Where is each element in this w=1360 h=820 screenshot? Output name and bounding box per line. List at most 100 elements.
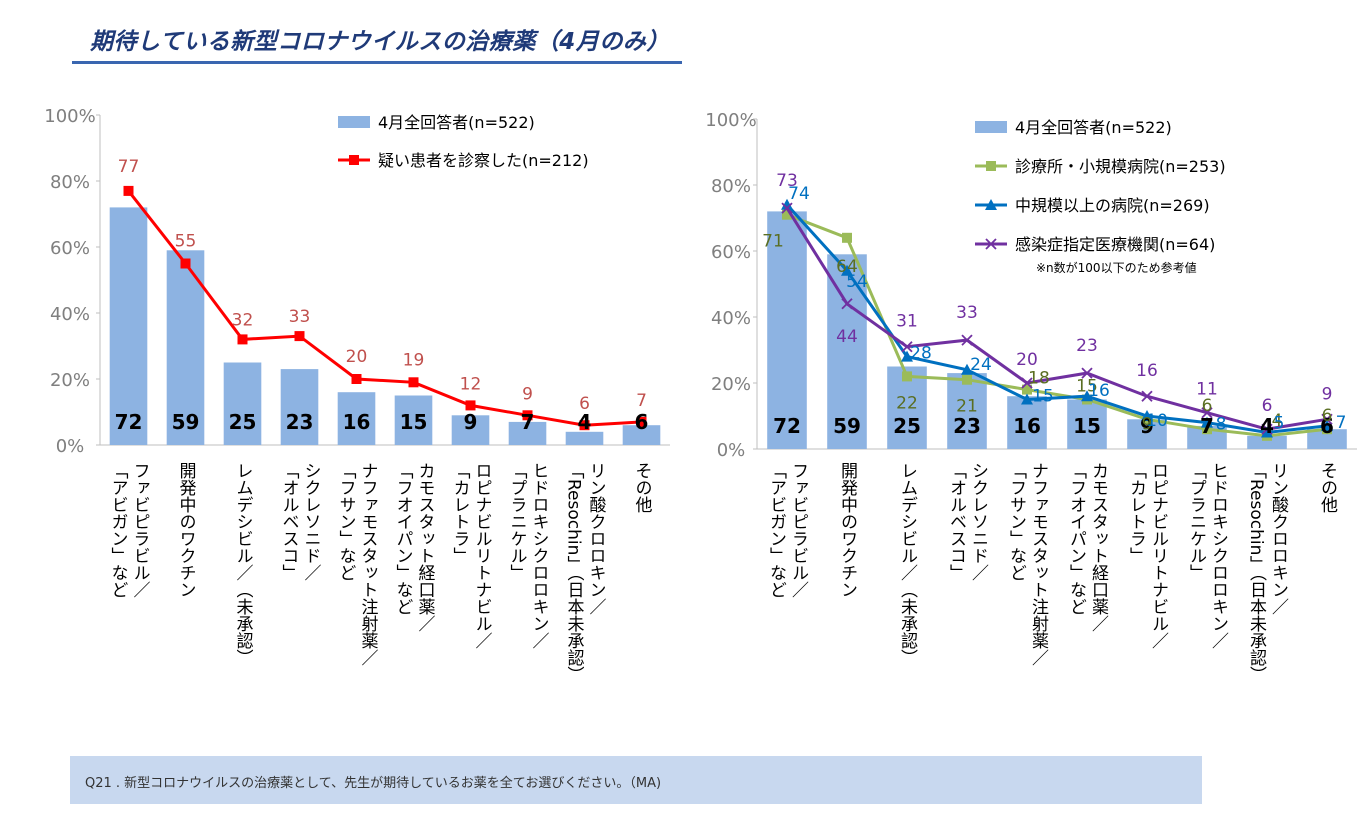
legend-marker [985, 238, 997, 250]
bar-value-label: 4 [578, 410, 592, 434]
line-value-label: 54 [846, 272, 868, 292]
line-value-label: 23 [1076, 336, 1098, 356]
legend-swatch [338, 116, 370, 128]
line-value-label: 4 [1272, 411, 1283, 431]
line-value-label: 6 [1322, 406, 1333, 426]
data-point [781, 198, 793, 210]
data-point [1261, 423, 1273, 435]
category-label: ロピナビルリトナビル／ [472, 462, 493, 649]
data-point [962, 374, 972, 385]
data-point [1201, 407, 1213, 419]
question-text: Q21 . 新型コロナウイルスの治療薬として、先生が期待しているお薬を全てお選び… [85, 776, 662, 791]
data-point [237, 334, 248, 345]
legend-label: 疑い患者を診察した(n=212) [378, 151, 589, 170]
y-tick-label: 0% [717, 440, 746, 461]
category-label: シクレソニド／ [968, 462, 989, 581]
category-label: ファビピラビル／ [130, 462, 151, 598]
line-value-label: 22 [896, 393, 918, 413]
line-value-label: 10 [1146, 411, 1168, 431]
data-point [294, 331, 305, 342]
category-label: レムデシビル／（未承認） [897, 462, 918, 666]
y-tick-label: 0% [56, 436, 85, 457]
data-point [1141, 390, 1153, 402]
data-point [1321, 413, 1333, 425]
legend-label: 4月全回答者(n=522) [378, 113, 535, 132]
data-point [1321, 419, 1333, 431]
category-label: その他 [1317, 462, 1338, 513]
category-label: 「Resochin」（日本未承認） [1246, 462, 1267, 683]
legend-label: 診療所・小規模病院(n=253) [1015, 157, 1226, 176]
category-label: リン酸クロロキン／ [586, 462, 607, 615]
data-point [902, 371, 912, 382]
line-value-label: 9 [1322, 384, 1333, 404]
line-value-label: 9 [1142, 414, 1153, 434]
category-label: 開発中のワクチン [176, 462, 197, 598]
data-point [1081, 390, 1093, 402]
data-point [901, 350, 913, 362]
category-label: カモスタット経口薬／ [1088, 462, 1109, 632]
category-label: カモスタット経口薬／ [415, 462, 436, 632]
series-line [786, 213, 1328, 438]
data-point [1081, 367, 1093, 379]
category-label: 「オルベスコ」 [279, 462, 300, 581]
series-line [785, 203, 1328, 435]
category-label: ヒドロキシクロロキン／ [529, 462, 550, 649]
category-label: 「フサン」など [336, 462, 357, 581]
line-value-label: 20 [346, 347, 368, 367]
bar [280, 369, 319, 445]
bar [1247, 435, 1287, 449]
bar [1067, 399, 1107, 449]
legend-swatch [975, 121, 1007, 133]
category-label: 「オルベスコ」 [946, 462, 967, 581]
bar [947, 373, 987, 449]
question-box: Q21 . 新型コロナウイルスの治療薬として、先生が期待しているお薬を全てお選び… [70, 756, 1202, 804]
data-point [1021, 393, 1033, 405]
line-value-label: 32 [232, 310, 254, 330]
page-title: 期待している新型コロナウイルスの治療薬（4月のみ） [90, 29, 670, 55]
bar-value-label: 25 [893, 414, 921, 438]
line-value-label: 18 [1028, 369, 1050, 389]
line-value-label: 28 [910, 344, 932, 364]
y-tick-label: 20% [50, 370, 90, 391]
bar-value-label: 16 [343, 410, 371, 434]
line-value-label: 16 [1088, 381, 1110, 401]
category-label: レムデシビル／（未承認） [233, 462, 254, 666]
data-point [1021, 377, 1033, 389]
series-line [127, 189, 642, 427]
line-value-label: 16 [1136, 361, 1158, 381]
line-value-label: 9 [522, 384, 533, 404]
data-point [408, 377, 419, 388]
bar-value-label: 59 [833, 414, 861, 438]
category-label: 「プラニケル」 [507, 462, 528, 581]
bar-value-label: 23 [953, 414, 981, 438]
line-value-label: 24 [970, 355, 992, 375]
category-label: 「プラニケル」 [1186, 462, 1207, 581]
data-point [522, 410, 533, 421]
legend-marker [349, 155, 359, 165]
data-point [1261, 426, 1273, 438]
data-point [1201, 416, 1213, 428]
line-value-label: 31 [896, 312, 918, 332]
line-value-label: 64 [836, 257, 858, 277]
category-label: リン酸クロロキン／ [1268, 462, 1289, 615]
data-point [841, 298, 853, 310]
bar-value-label: 6 [635, 410, 649, 434]
data-point [901, 341, 913, 353]
bar [622, 425, 661, 445]
y-tick-label: 100% [705, 110, 756, 131]
y-tick-label: 60% [711, 242, 751, 263]
chart-1: 100%80%60%40%20%0%72 59 25 23 16 15 9 7 4 6775532… [44, 106, 670, 683]
bar [565, 431, 604, 445]
line-value-label: 33 [956, 303, 978, 323]
data-point [636, 416, 647, 427]
bar-value-label: 72 [773, 414, 801, 438]
bar-value-label: 23 [286, 410, 314, 434]
line-value-label: 8 [1216, 415, 1227, 435]
data-point [123, 185, 134, 196]
legend-marker [985, 199, 997, 210]
bar-value-label: 15 [1073, 414, 1101, 438]
category-label: 「アビガン」など [108, 462, 129, 598]
category-label: ナファモスタット注射薬／ [358, 462, 379, 666]
category-label: ファビピラビル／ [788, 462, 809, 598]
legend-marker [986, 161, 996, 171]
